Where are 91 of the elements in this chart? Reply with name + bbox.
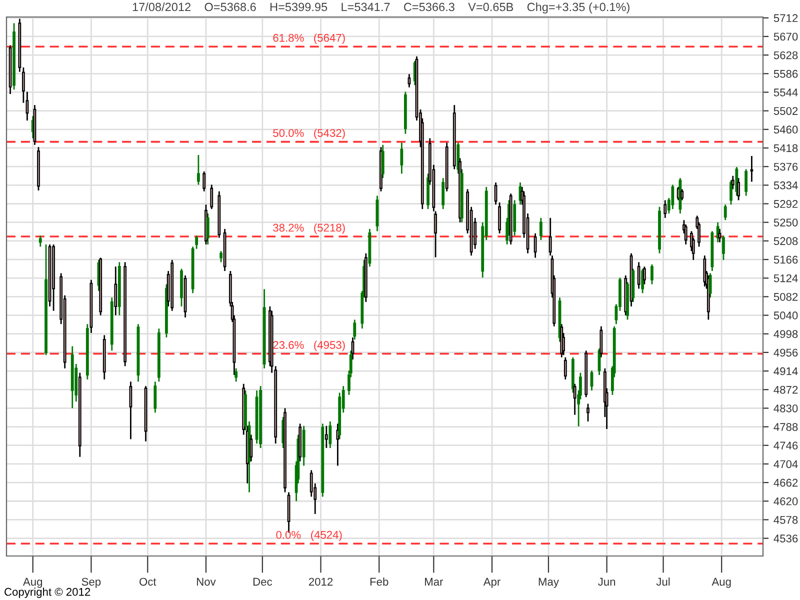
candlestick bbox=[724, 204, 727, 221]
y-tick-label: 5166 bbox=[774, 256, 798, 264]
y-tick-label: 5544 bbox=[774, 88, 798, 96]
candlestick bbox=[684, 224, 688, 246]
candlestick bbox=[408, 73, 411, 88]
candlestick bbox=[590, 370, 594, 392]
chart-subtitle: 17/08/2012 O=5368.6 H=5399.95 L=5341.7 C=5366.3 V=0.65B Chg=+3.35 (+0.1%) bbox=[132, 2, 630, 14]
candlestick bbox=[328, 420, 332, 449]
x-tick-label: Aug bbox=[22, 578, 42, 588]
x-tick-label: Mar bbox=[425, 578, 444, 586]
candlestick bbox=[716, 222, 720, 243]
candlestick bbox=[539, 217, 542, 241]
candlestick bbox=[434, 210, 438, 258]
candlestick bbox=[737, 177, 740, 201]
candlestick bbox=[642, 266, 646, 285]
candlestick bbox=[680, 188, 684, 201]
x-tick-label: Feb bbox=[370, 578, 388, 586]
candlestick bbox=[324, 425, 328, 449]
candlestick bbox=[722, 234, 725, 261]
y-tick-label: 4872 bbox=[774, 386, 798, 394]
y-tick-label: 4662 bbox=[774, 478, 798, 487]
candlestick bbox=[564, 356, 567, 380]
y-tick-label: 4620 bbox=[774, 497, 798, 506]
candlestick bbox=[38, 234, 42, 248]
x-tick-label: Sep bbox=[82, 578, 101, 588]
y-tick-label: 4914 bbox=[774, 367, 798, 376]
candlestick bbox=[442, 177, 445, 210]
y-tick-label: 5670 bbox=[774, 32, 798, 41]
y-tick-label: 5376 bbox=[774, 162, 798, 171]
candlestick bbox=[250, 434, 253, 462]
x-tick-label: Dec bbox=[253, 578, 272, 586]
candlestick bbox=[731, 175, 734, 190]
y-tick-label: 4578 bbox=[774, 516, 798, 524]
candlestick bbox=[744, 168, 748, 196]
y-tick-label: 4704 bbox=[774, 460, 798, 468]
x-tick-label: Nov bbox=[197, 578, 216, 586]
y-tick-label: 4788 bbox=[774, 423, 798, 431]
candlestick bbox=[730, 180, 732, 206]
y-tick-label: 4998 bbox=[774, 330, 798, 338]
candlestick bbox=[548, 217, 552, 256]
candlestick bbox=[650, 264, 654, 285]
y-tick-label: 5292 bbox=[774, 200, 798, 208]
ref-line-label: 50.0% (5432) bbox=[273, 128, 345, 140]
candlestick bbox=[586, 403, 590, 422]
ref-line-label: 61.8% (5647) bbox=[273, 34, 345, 44]
candlestick bbox=[114, 266, 118, 316]
y-tick-label: 5418 bbox=[774, 144, 798, 152]
y-tick-label: 5628 bbox=[774, 51, 798, 60]
candlestick bbox=[206, 212, 210, 246]
y-tick-label: 5082 bbox=[774, 292, 798, 301]
text: Copyright © 2012 bbox=[4, 588, 90, 598]
candlestick bbox=[671, 184, 674, 210]
candlestick bbox=[197, 154, 200, 186]
candlestick bbox=[234, 368, 238, 382]
x-tick-label: May bbox=[538, 578, 559, 588]
candlestick bbox=[220, 250, 222, 263]
y-tick-label: 5586 bbox=[774, 70, 798, 78]
y-tick-label: 4536 bbox=[774, 534, 798, 542]
y-tick-label: 5712 bbox=[774, 14, 798, 22]
y-tick-label: 5334 bbox=[774, 181, 798, 190]
candlestick bbox=[573, 383, 576, 416]
candlestick bbox=[735, 166, 738, 196]
y-tick-label: 5502 bbox=[774, 107, 798, 115]
x-tick-label: Jul bbox=[656, 578, 670, 586]
y-tick-label: 4746 bbox=[774, 442, 798, 450]
y-tick-label: 4956 bbox=[774, 348, 798, 357]
ref-line-label: 38.2% (5218) bbox=[273, 223, 345, 234]
candlestick bbox=[750, 155, 754, 182]
candlestick bbox=[600, 326, 603, 358]
candlestick bbox=[154, 380, 157, 414]
x-tick-label: 2012 bbox=[308, 578, 333, 586]
candlestick bbox=[498, 202, 501, 234]
x-tick-label: Apr bbox=[483, 578, 500, 588]
candlestick bbox=[202, 170, 206, 192]
y-tick-label: 5460 bbox=[774, 126, 798, 134]
y-tick-label: 5040 bbox=[774, 312, 798, 320]
candlestick bbox=[210, 184, 214, 210]
x-tick-label: Jun bbox=[598, 578, 616, 586]
candlestick bbox=[400, 142, 404, 174]
y-tick-label: 4830 bbox=[774, 404, 798, 412]
y-tick-label: 5250 bbox=[774, 218, 798, 226]
x-tick-label: Oct bbox=[140, 578, 156, 586]
candlestick bbox=[353, 318, 356, 340]
candlestick bbox=[718, 228, 722, 243]
candlestick bbox=[381, 144, 384, 179]
ref-line-label: 0.0% (4524) bbox=[276, 530, 342, 541]
x-tick-label: Aug bbox=[712, 578, 731, 588]
candlestick bbox=[708, 272, 712, 298]
y-tick-label: 5124 bbox=[774, 274, 798, 282]
y-tick-label: 5208 bbox=[774, 237, 798, 246]
candlestick bbox=[664, 200, 667, 219]
